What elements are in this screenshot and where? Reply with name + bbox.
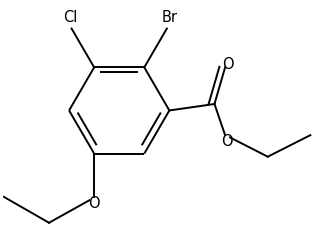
Text: Cl: Cl (63, 10, 77, 25)
Text: O: O (222, 57, 234, 72)
Text: O: O (89, 195, 100, 210)
Text: Br: Br (162, 10, 178, 25)
Text: O: O (221, 134, 233, 149)
